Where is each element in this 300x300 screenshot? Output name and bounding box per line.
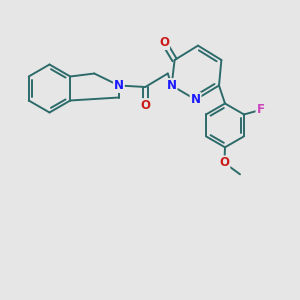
Text: N: N	[167, 79, 177, 92]
Text: O: O	[159, 36, 169, 49]
Text: O: O	[219, 156, 230, 170]
Text: N: N	[114, 79, 124, 92]
Text: O: O	[140, 99, 150, 112]
Text: N: N	[190, 93, 201, 106]
Text: F: F	[256, 103, 265, 116]
